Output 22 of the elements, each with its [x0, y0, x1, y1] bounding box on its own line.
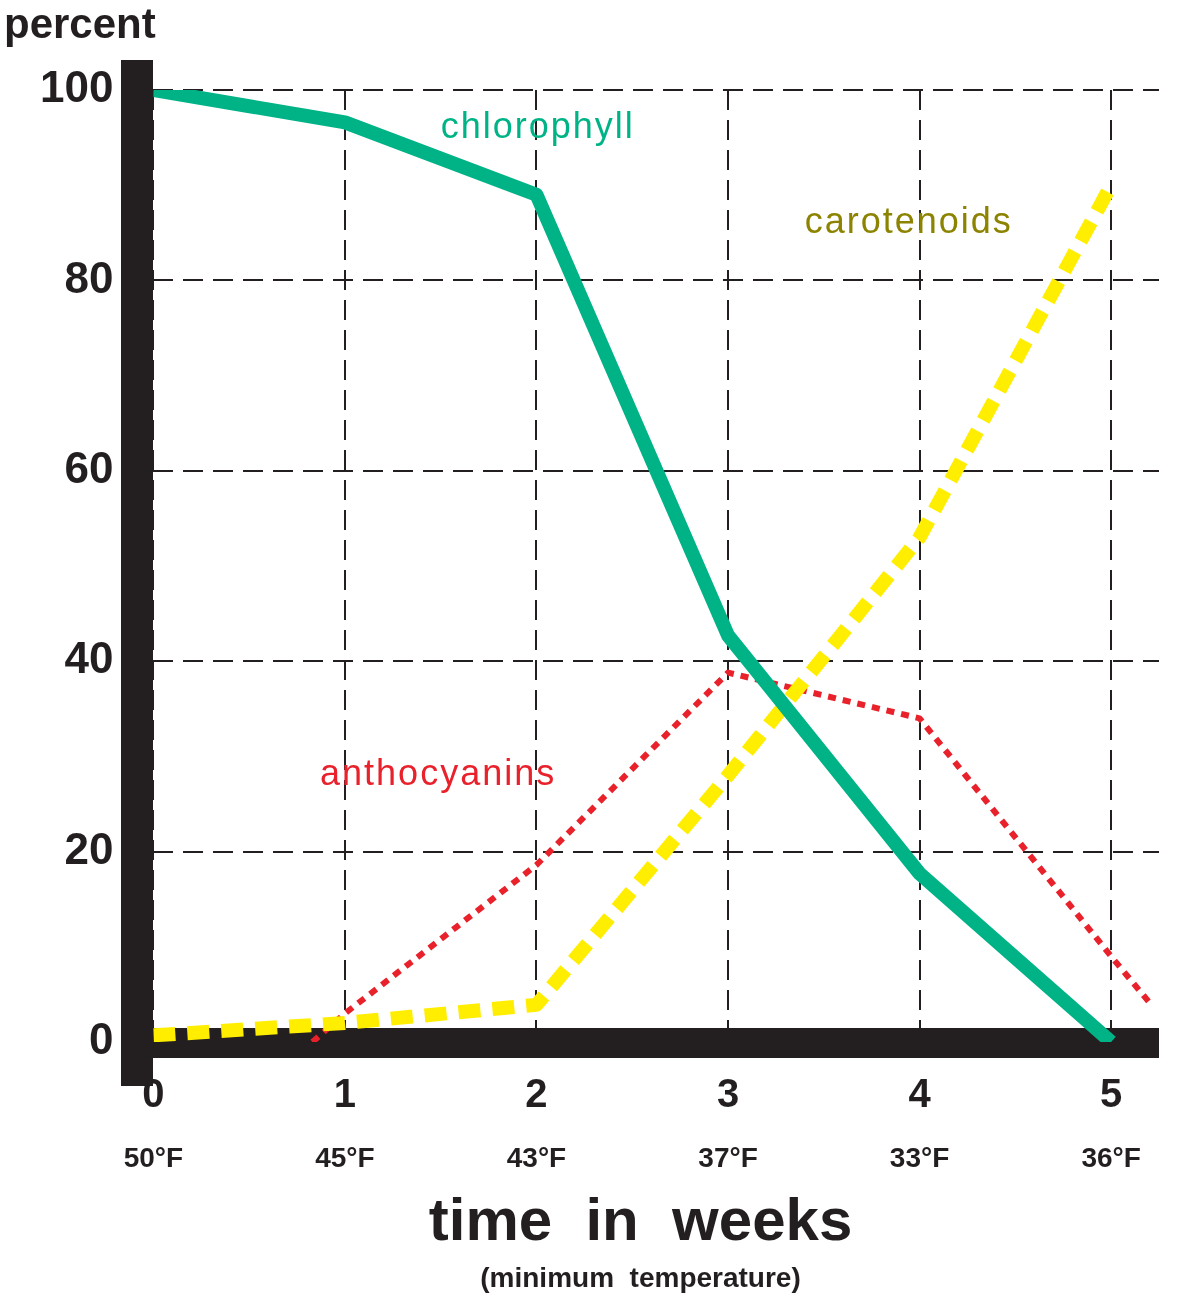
y-tick-label: 40	[64, 633, 114, 683]
x-axis-title: time in weeks	[427, 1185, 854, 1254]
text: 36°F	[1081, 1142, 1141, 1174]
text: (minimum temperature)	[479, 1262, 802, 1294]
text: 43°F	[506, 1142, 567, 1174]
text: 50°F	[123, 1142, 184, 1174]
y-tick-label: 100	[39, 62, 114, 112]
y-tick-label: 20	[64, 823, 114, 873]
text: 33°F	[889, 1142, 950, 1174]
text: 45°F	[315, 1142, 375, 1174]
y-tick-label: 80	[64, 252, 114, 302]
x-tick-label: 5	[1099, 1071, 1123, 1116]
y-tick-label: 60	[64, 442, 114, 492]
y-axis-title: percent	[4, 0, 156, 48]
y-tick-label: 0	[88, 1014, 114, 1064]
x-tick-label: 1	[333, 1071, 357, 1116]
x-tick-label: 2	[525, 1071, 548, 1116]
series-label: chlorophyll	[440, 105, 635, 146]
x-tick-label: 3	[716, 1071, 740, 1116]
text: 37°F	[698, 1142, 758, 1174]
series-label: anthocyanins	[320, 752, 557, 794]
x-tick-label: 4	[908, 1071, 932, 1116]
